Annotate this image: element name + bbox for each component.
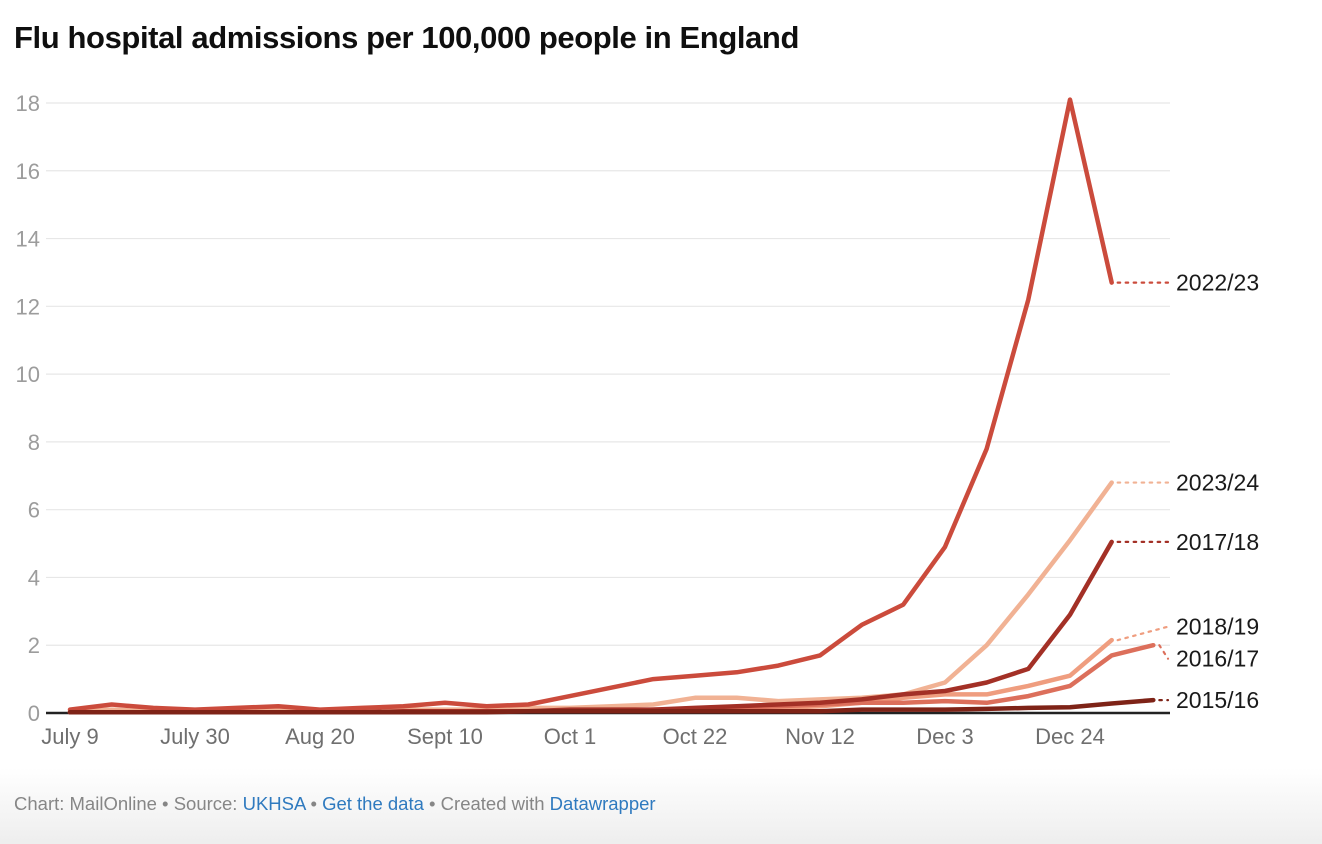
y-axis-label-16: 16 — [16, 159, 40, 184]
x-axis-label-july-30: July 30 — [160, 724, 230, 749]
footer-separator: • — [156, 793, 174, 814]
y-axis-label-18: 18 — [16, 91, 40, 116]
leader-line-2016-17 — [1158, 644, 1170, 660]
x-axis-label-aug-20: Aug 20 — [285, 724, 355, 749]
y-axis-label-4: 4 — [28, 565, 40, 590]
series-end-label-2015-16: 2015/16 — [1176, 687, 1259, 713]
series-end-label-2023-24: 2023/24 — [1176, 470, 1259, 496]
footer-created-with-label: Created with — [440, 793, 550, 814]
y-axis-label-0: 0 — [28, 701, 40, 726]
leader-line-2018-19 — [1116, 625, 1170, 642]
footer-source-link[interactable]: UKHSA — [242, 793, 306, 814]
chart-footer: Chart: MailOnline • Source: UKHSA • Get … — [14, 793, 656, 815]
footer-separator: • — [305, 793, 323, 814]
series-end-label-2022-23: 2022/23 — [1176, 270, 1259, 296]
x-axis-label-oct-22: Oct 22 — [663, 724, 728, 749]
series-line-2022-23[interactable] — [67, 97, 1114, 712]
series-line-2015-16[interactable] — [67, 697, 1156, 715]
x-axis-label-sept-10: Sept 10 — [407, 724, 483, 749]
series-end-label-2018-19: 2018/19 — [1176, 614, 1259, 640]
series-line-2016-17[interactable] — [67, 642, 1156, 715]
series-end-label-2016-17: 2016/17 — [1176, 646, 1259, 672]
footer-chart-credit: Chart: MailOnline — [14, 793, 157, 814]
y-axis-label-6: 6 — [28, 498, 40, 523]
series-line-2017-18[interactable] — [67, 539, 1114, 715]
y-axis-label-10: 10 — [16, 362, 40, 387]
x-axis-label-oct-1: Oct 1 — [544, 724, 597, 749]
footer-separator: • — [423, 793, 441, 814]
footer-get-data-link[interactable]: Get the data — [322, 793, 424, 814]
x-axis-label-dec-24: Dec 24 — [1035, 724, 1105, 749]
footer-source-label: Source: — [173, 793, 243, 814]
y-axis-label-2: 2 — [28, 633, 40, 658]
footer-datawrapper-link[interactable]: Datawrapper — [549, 793, 656, 814]
y-axis-label-8: 8 — [28, 430, 40, 455]
x-axis-label-july-9: July 9 — [41, 724, 98, 749]
x-axis-label-dec-3: Dec 3 — [916, 724, 973, 749]
x-axis-label-nov-12: Nov 12 — [785, 724, 855, 749]
series-end-label-2017-18: 2017/18 — [1176, 529, 1259, 555]
y-axis-label-14: 14 — [16, 227, 40, 252]
y-axis-label-12: 12 — [16, 294, 40, 319]
line-chart: 0 2 4 6 8 10 12 14 16 18 July 9 July 30 Aug 20 Sept 1… — [16, 91, 1260, 749]
chart-title: Flu hospital admissions per 100,000 peop… — [14, 20, 799, 55]
